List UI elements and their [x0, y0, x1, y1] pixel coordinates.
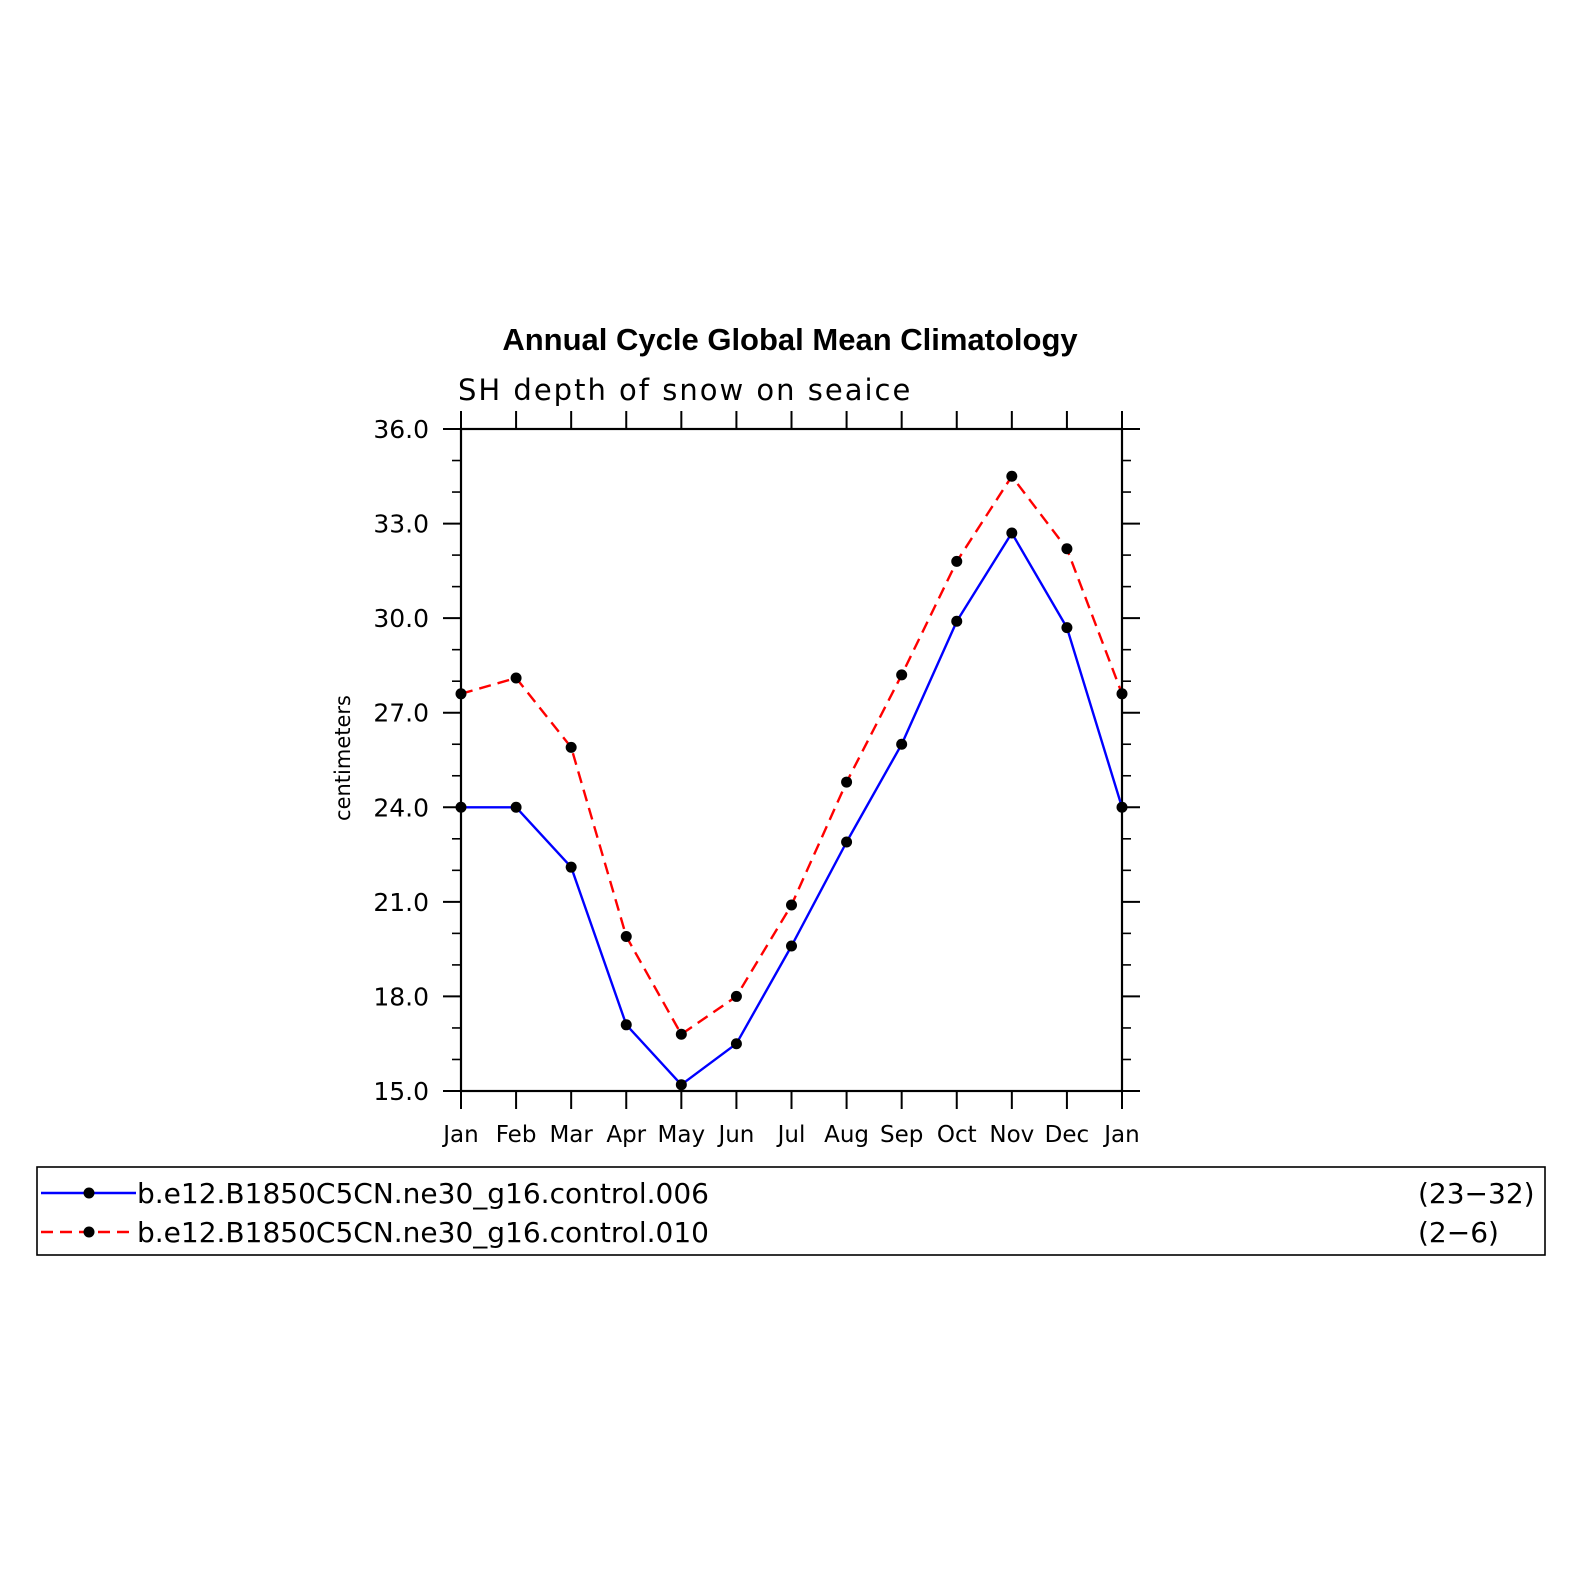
data-point	[1061, 622, 1073, 634]
data-point	[951, 615, 963, 627]
data-point	[565, 741, 577, 753]
legend-entry: b.e12.B1850C5CN.ne30_g16.control.006 (23−…	[41, 1177, 1535, 1210]
y-axis-label: centimeters	[331, 695, 355, 821]
legend-swatch-marker	[83, 1226, 95, 1238]
series-2	[455, 470, 1128, 1040]
y-tick-label: 18.0	[373, 982, 429, 1011]
x-ticks: Jan Feb Mar Apr May Jun Jul Aug Sep Oct Nov Dec Jan	[441, 411, 1140, 1148]
legend-entry: b.e12.B1850C5CN.ne30_g16.control.010 (2−6…	[41, 1216, 1499, 1249]
plot-frame	[459, 427, 1124, 1093]
data-point	[896, 669, 908, 681]
data-point	[1061, 543, 1073, 555]
series-line	[461, 531, 1124, 1086]
x-tick-label: Nov	[989, 1122, 1034, 1148]
x-tick-label: Jan	[441, 1122, 478, 1148]
legend-swatch-marker	[83, 1187, 95, 1199]
data-point	[510, 801, 522, 813]
x-tick-label: Jun	[716, 1122, 754, 1148]
y-ticks: 15.0 18.0 21.0 24.0 27.0 30.0 33.0 36.0	[373, 415, 1140, 1106]
legend-entries: b.e12.B1850C5CN.ne30_g16.control.006 (23−…	[41, 1177, 1535, 1249]
data-point	[786, 899, 797, 911]
legend-series-years: (2−6)	[1418, 1216, 1499, 1249]
data-point	[1006, 470, 1018, 482]
x-tick-label: Mar	[549, 1122, 593, 1148]
x-tick-label: May	[658, 1122, 706, 1148]
x-tick-label: Oct	[937, 1122, 977, 1148]
chart-title: Annual Cycle Global Mean Climatology	[502, 322, 1078, 357]
y-tick-label: 30.0	[373, 604, 429, 633]
data-point	[841, 836, 853, 848]
data-point	[565, 861, 577, 873]
legend-series-name: b.e12.B1850C5CN.ne30_g16.control.006	[137, 1177, 709, 1210]
legend-series-name: b.e12.B1850C5CN.ne30_g16.control.010	[137, 1216, 709, 1249]
data-point	[1006, 527, 1018, 539]
x-tick-label: Feb	[496, 1122, 537, 1148]
data-point	[730, 1038, 742, 1050]
y-tick-label: 15.0	[373, 1077, 429, 1106]
legend-box	[36, 1166, 1546, 1256]
y-tick-label: 27.0	[373, 699, 429, 728]
y-tick-label: 36.0	[373, 415, 429, 444]
data-point	[1116, 688, 1128, 700]
y-tick-label: 24.0	[373, 793, 429, 822]
data-point	[510, 672, 522, 684]
data-point	[730, 990, 742, 1002]
data-point	[786, 940, 797, 952]
data-point	[675, 1079, 687, 1091]
data-point	[951, 555, 963, 567]
y-tick-label: 21.0	[373, 888, 429, 917]
y-tick-label: 33.0	[373, 510, 429, 539]
data-point	[896, 738, 908, 750]
x-tick-label: Apr	[606, 1122, 646, 1148]
data-point	[455, 688, 467, 700]
x-tick-label: Jan	[1102, 1122, 1139, 1148]
x-tick-label: Jul	[776, 1122, 806, 1148]
data-point	[841, 776, 853, 788]
x-tick-label: Sep	[880, 1122, 923, 1148]
data-point	[1116, 801, 1128, 813]
axes	[459, 427, 1124, 1093]
chart-subtitle: SH depth of snow on seaice	[458, 373, 912, 407]
series-1	[455, 527, 1128, 1091]
data-point	[675, 1028, 687, 1040]
data-point	[620, 931, 632, 943]
legend: b.e12.B1850C5CN.ne30_g16.control.006 (23−…	[36, 1166, 1546, 1256]
series-layer	[455, 470, 1128, 1091]
legend-series-years: (23−32)	[1418, 1177, 1535, 1210]
x-tick-label: Dec	[1045, 1122, 1090, 1148]
x-tick-label: Aug	[824, 1122, 869, 1148]
data-point	[620, 1019, 632, 1031]
data-point	[455, 801, 467, 813]
